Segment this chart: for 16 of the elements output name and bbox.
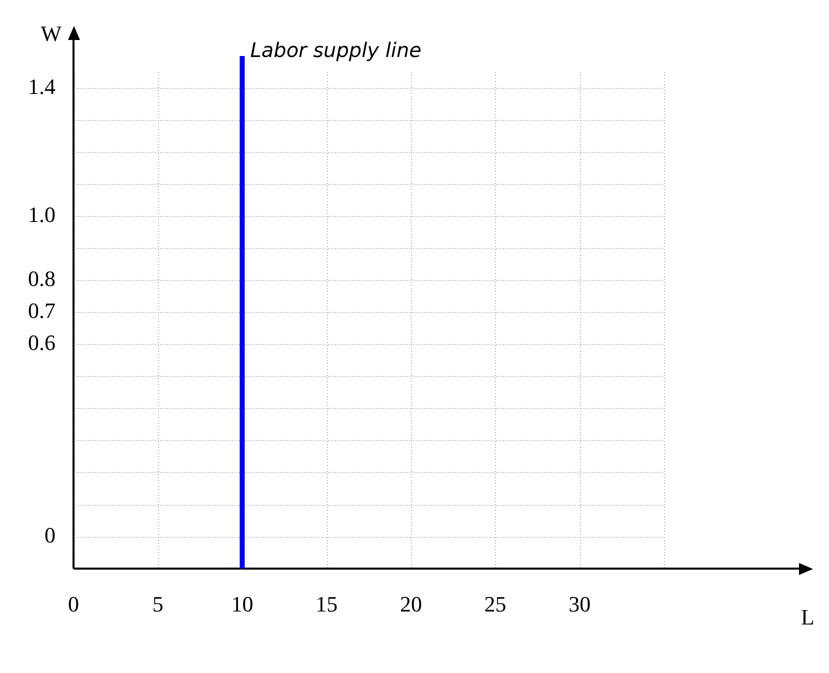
- x-tick-label: 15: [316, 592, 338, 617]
- annotation: Labor supply line: [250, 38, 422, 62]
- y-tick-label: 0.7: [28, 298, 56, 324]
- x-tick-label: 10: [231, 592, 254, 617]
- y-tick-label: 0: [44, 522, 56, 548]
- y-tick-label: 1.4: [28, 74, 56, 99]
- x-axis-title: L: [801, 604, 814, 630]
- y-axis-title: W: [40, 20, 62, 46]
- y-tick-label: 0.8: [28, 266, 56, 292]
- x-tick-label: 30: [568, 592, 591, 617]
- y-tick-label: 1.0: [28, 202, 56, 227]
- x-tick-label: 0: [68, 592, 79, 617]
- y-tick-label: 0.6: [28, 330, 56, 356]
- x-tick-label: 20: [400, 592, 422, 617]
- x-tick-label: 25: [484, 592, 506, 617]
- x-tick-label: 5: [152, 592, 164, 617]
